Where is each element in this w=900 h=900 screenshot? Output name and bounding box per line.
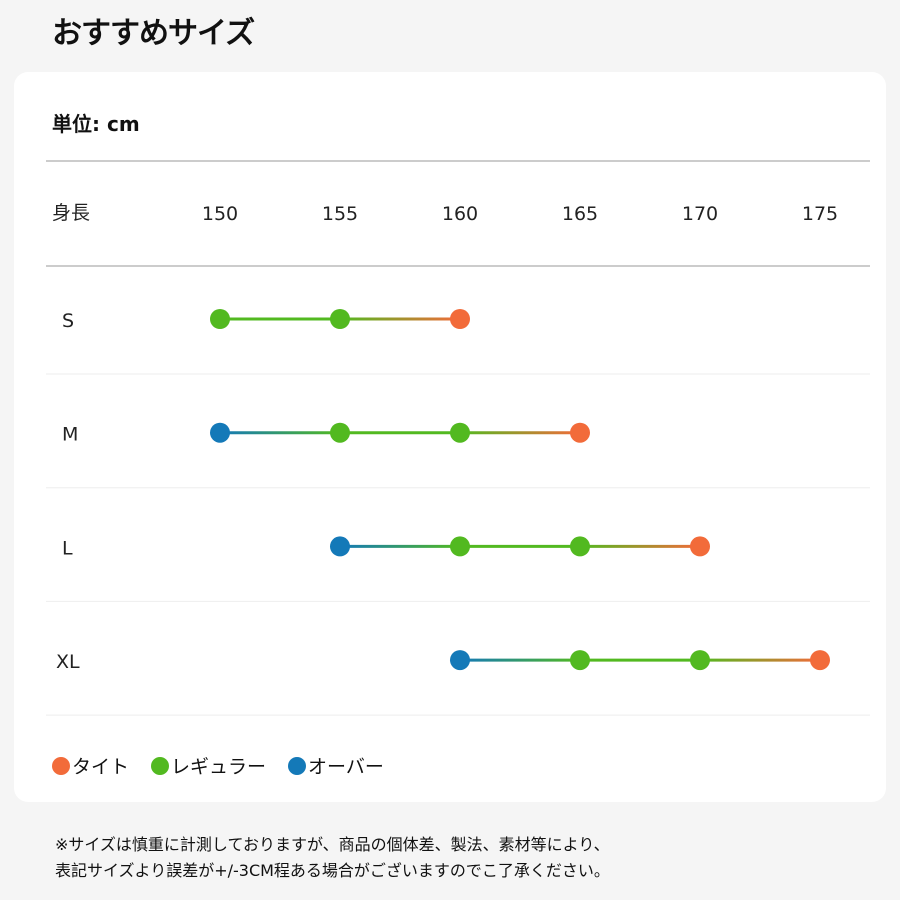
- disclaimer-note: ※サイズは慎重に計測しておりますが、商品の個体差、製法、素材等により、 表記サイ…: [55, 832, 610, 884]
- note-line: 表記サイズより誤差が+/-3CM程ある場合がございますのでこ了承ください。: [55, 861, 610, 880]
- fit-dot-regular: [570, 536, 590, 557]
- x-tick-label: 175: [802, 203, 838, 225]
- size-label: XL: [56, 651, 80, 673]
- fit-dot-regular: [450, 422, 470, 443]
- unit-label: 単位: cm: [52, 112, 140, 136]
- legend-label: レギュラー: [171, 756, 267, 778]
- fit-dot-tight: [450, 309, 470, 329]
- fit-dot-regular: [570, 650, 590, 671]
- x-tick-label: 155: [322, 203, 358, 225]
- legend: タイト レギュラー オーバー: [52, 752, 384, 779]
- fit-dot-over: [210, 422, 230, 443]
- fit-dot-regular: [690, 650, 710, 671]
- size-chart: 身長 150 155 160 165 170 175 S M L XL: [46, 160, 870, 716]
- row-header-label: 身長: [52, 202, 90, 224]
- legend-dot-icon: [151, 756, 170, 775]
- note-line: ※サイズは慎重に計測しておりますが、商品の個体差、製法、素材等により、: [55, 835, 610, 854]
- legend-item-over: オーバー: [288, 752, 384, 779]
- x-tick-label: 165: [562, 203, 598, 225]
- x-tick-label: 160: [442, 203, 478, 225]
- size-label: L: [62, 537, 73, 559]
- fit-dot-tight: [810, 650, 830, 671]
- fit-dot-tight: [570, 422, 590, 443]
- fit-dot-regular: [450, 536, 470, 557]
- fit-dot-regular: [210, 309, 230, 329]
- fit-dot-regular: [330, 309, 350, 329]
- x-tick-label: 170: [682, 203, 718, 225]
- legend-dot-icon: [288, 756, 307, 775]
- size-label: M: [62, 424, 78, 446]
- page-title: おすすめサイズ: [52, 16, 255, 51]
- size-chart-card: 単位: cm 身長 150 155 160 165 170 175 S M L XL タイト レギュラ…: [14, 72, 886, 802]
- size-label: S: [62, 310, 74, 332]
- x-tick-label: 150: [202, 203, 238, 225]
- legend-dot-icon: [52, 756, 70, 775]
- fit-dot-tight: [690, 536, 710, 557]
- legend-item-tight: タイト: [52, 752, 129, 779]
- legend-item-regular: レギュラー: [151, 752, 266, 779]
- fit-dot-over: [450, 650, 470, 671]
- fit-dot-regular: [330, 422, 350, 443]
- fit-dot-over: [330, 536, 350, 557]
- legend-label: タイト: [72, 756, 130, 778]
- legend-label: オーバー: [308, 756, 384, 778]
